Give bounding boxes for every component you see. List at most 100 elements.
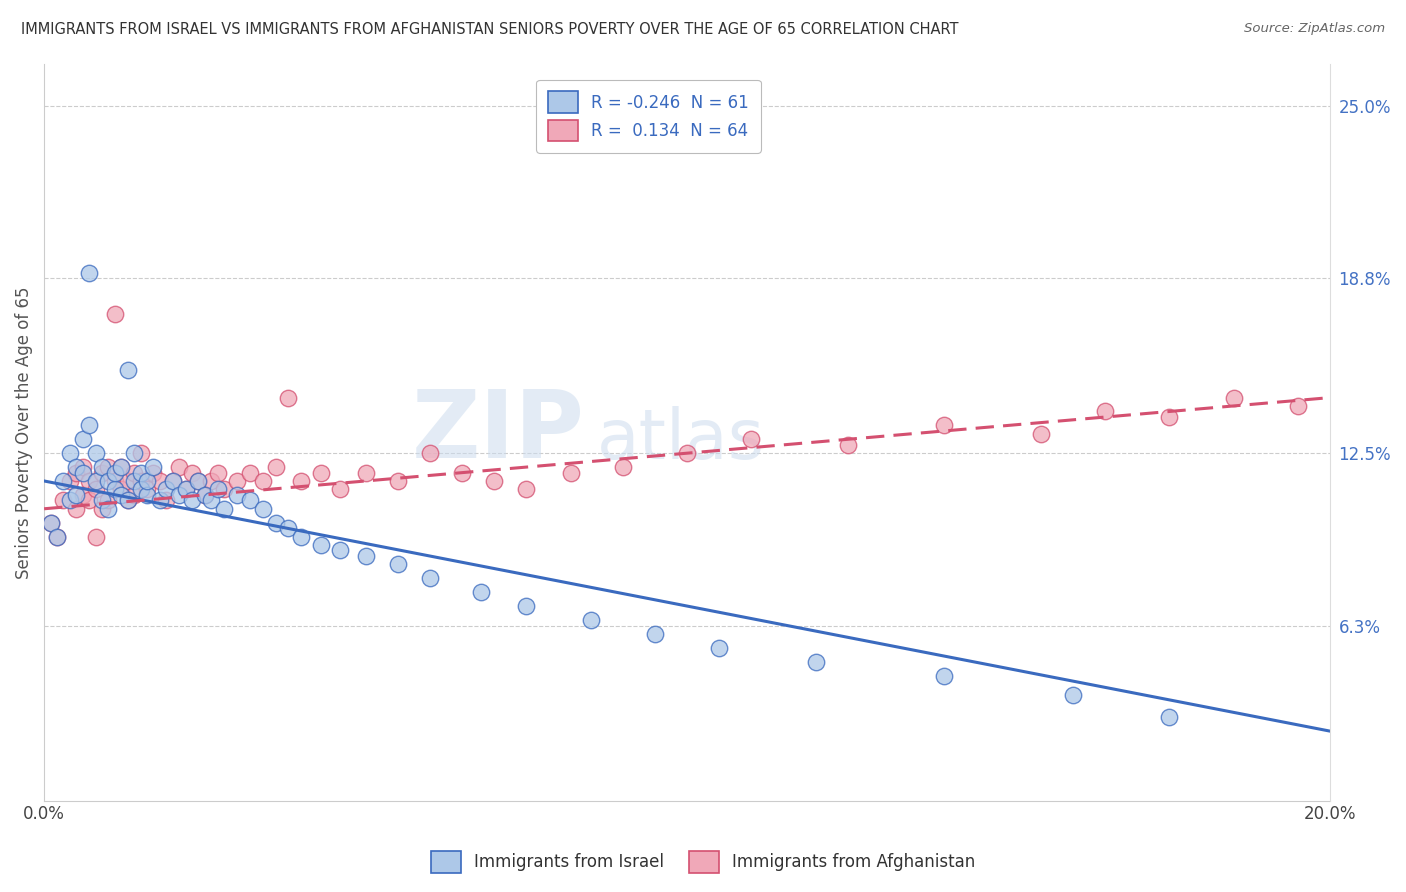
Point [560, 466, 582, 480]
Point [290, 474, 312, 488]
Point [277, 521, 299, 535]
Point [290, 530, 312, 544]
Text: ZIP: ZIP [412, 386, 585, 478]
Point [264, 460, 287, 475]
Point [1094, 404, 1116, 418]
Point [174, 483, 197, 497]
Point [110, 460, 132, 475]
Point [59, 493, 82, 508]
Point [97, 460, 120, 475]
Point [65, 460, 87, 475]
Point [387, 558, 409, 572]
Point [207, 466, 229, 480]
Point [226, 474, 249, 488]
Point [72, 466, 94, 480]
Point [72, 432, 94, 446]
Point [84, 474, 107, 488]
Point [129, 474, 152, 488]
Point [72, 460, 94, 475]
Point [122, 488, 145, 502]
Point [239, 466, 262, 480]
Point [451, 466, 474, 480]
Point [419, 571, 441, 585]
Point [181, 493, 204, 508]
Point [97, 501, 120, 516]
Point [97, 474, 120, 488]
Point [104, 474, 127, 488]
Point [676, 446, 699, 460]
Point [1062, 688, 1084, 702]
Point [837, 438, 859, 452]
Point [354, 549, 377, 563]
Point [91, 460, 114, 475]
Point [1159, 410, 1181, 425]
Point [142, 460, 165, 475]
Point [644, 627, 666, 641]
Text: IMMIGRANTS FROM ISRAEL VS IMMIGRANTS FROM AFGHANISTAN SENIORS POVERTY OVER THE A: IMMIGRANTS FROM ISRAEL VS IMMIGRANTS FRO… [21, 22, 959, 37]
Point [149, 493, 172, 508]
Point [419, 446, 441, 460]
Point [142, 466, 165, 480]
Point [117, 474, 139, 488]
Point [110, 460, 132, 475]
Point [46, 530, 69, 544]
Point [117, 493, 139, 508]
Point [77, 474, 100, 488]
Point [239, 493, 262, 508]
Point [515, 483, 537, 497]
Point [612, 460, 634, 475]
Point [1029, 426, 1052, 441]
Point [104, 483, 127, 497]
Point [194, 488, 217, 502]
Point [329, 543, 352, 558]
Point [91, 466, 114, 480]
Point [84, 530, 107, 544]
Point [167, 460, 190, 475]
Point [482, 474, 505, 488]
Point [167, 488, 190, 502]
Point [46, 530, 69, 544]
Point [252, 501, 274, 516]
Point [1222, 391, 1244, 405]
Point [72, 488, 94, 502]
Point [129, 466, 152, 480]
Point [187, 474, 209, 488]
Point [1286, 399, 1309, 413]
Point [515, 599, 537, 613]
Point [252, 474, 274, 488]
Point [187, 474, 209, 488]
Point [212, 483, 235, 497]
Point [934, 668, 956, 682]
Legend: R = -0.246  N = 61, R =  0.134  N = 64: R = -0.246 N = 61, R = 0.134 N = 64 [536, 79, 761, 153]
Point [104, 307, 127, 321]
Point [77, 418, 100, 433]
Legend: Immigrants from Israel, Immigrants from Afghanistan: Immigrants from Israel, Immigrants from … [423, 845, 983, 880]
Point [1159, 710, 1181, 724]
Point [104, 466, 127, 480]
Point [52, 474, 75, 488]
Point [354, 466, 377, 480]
Point [52, 493, 75, 508]
Point [84, 446, 107, 460]
Point [264, 516, 287, 530]
Point [77, 266, 100, 280]
Point [91, 493, 114, 508]
Point [277, 391, 299, 405]
Point [162, 474, 184, 488]
Point [110, 483, 132, 497]
Point [226, 488, 249, 502]
Point [149, 474, 172, 488]
Point [65, 466, 87, 480]
Text: atlas: atlas [598, 406, 765, 473]
Point [181, 466, 204, 480]
Point [207, 483, 229, 497]
Point [39, 516, 62, 530]
Point [804, 655, 827, 669]
Point [155, 483, 177, 497]
Point [65, 501, 87, 516]
Point [77, 493, 100, 508]
Point [329, 483, 352, 497]
Point [470, 585, 492, 599]
Point [174, 483, 197, 497]
Point [39, 516, 62, 530]
